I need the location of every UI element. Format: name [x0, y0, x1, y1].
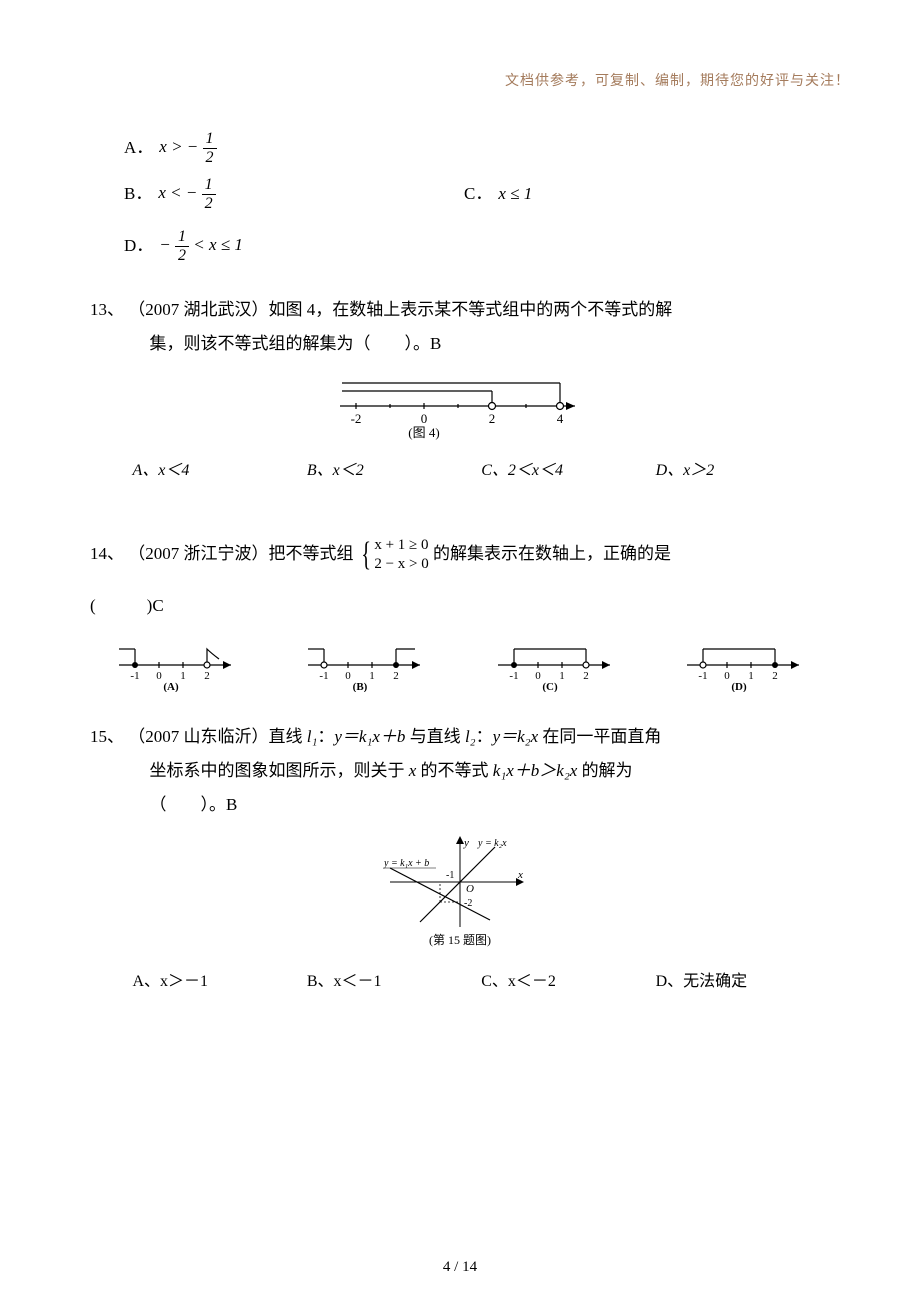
question-number: 15、	[90, 727, 124, 746]
fraction: 1 2	[203, 130, 217, 166]
svg-text:O: O	[466, 883, 474, 895]
question-text-before: （2007 浙江宁波）把不等式组	[128, 543, 353, 562]
svg-text:(D): (D)	[732, 681, 748, 692]
equation-system: x + 1 ≥ 0 2 − x > 0	[374, 536, 428, 574]
svg-text:2: 2	[489, 411, 496, 426]
numberline-panel-b: -1 0 1 2 (B)	[300, 637, 430, 692]
q12-option-c: C． x ≤ 1	[464, 177, 532, 211]
svg-text:(图 4): (图 4)	[408, 425, 439, 440]
svg-text:-2: -2	[351, 411, 362, 426]
q14: 14、 （2007 浙江宁波）把不等式组 { x + 1 ≥ 0 2 − x >…	[90, 521, 830, 692]
svg-text:-1: -1	[130, 670, 139, 682]
svg-text:0: 0	[346, 670, 352, 682]
svg-text:(B): (B)	[353, 681, 368, 692]
svg-text:-1: -1	[699, 670, 708, 682]
svg-text:x: x	[517, 869, 523, 881]
q13-opt-b: B、x＜2	[307, 455, 481, 487]
svg-text:2: 2	[583, 670, 589, 682]
q15-figure: y x O -1 -2 y = k₁x + b y = k₂x (第 15 题图…	[90, 832, 830, 952]
coordinate-diagram: y x O -1 -2 y = k₁x + b y = k₂x (第 15 题图…	[360, 832, 560, 952]
numberline-panel-c: -1 0 1 2 (C)	[490, 637, 620, 692]
q13-options: A、x＜4 B、x＜2 C、2＜x＜4 D、x＞2	[90, 455, 830, 487]
svg-text:(第 15 题图): (第 15 题图)	[429, 933, 491, 947]
fraction: 1 2	[175, 228, 189, 264]
question-text-line2: 坐标系中的图象如图所示，则关于 x 的不等式 k₁x＋b＞k₂x 的解为	[90, 754, 830, 788]
svg-text:y = k₂x: y = k₂x	[477, 838, 507, 849]
option-math: x ≤ 1	[498, 177, 532, 211]
q15: 15、 （2007 山东临沂）直线 l₁：y＝k₁x＋b 与直线 l₂：y＝k₂…	[90, 720, 830, 998]
option-label: B．	[124, 177, 152, 211]
option-label: D．	[124, 229, 153, 263]
q12-options-block: A． x > − 1 2 B． x < − 1 2	[90, 130, 830, 265]
option-math: x > − 1 2	[159, 130, 216, 166]
question-text-line2: ( )C	[90, 589, 830, 623]
q15-opt-b: B、x＜－1	[307, 966, 481, 998]
svg-text:-1: -1	[446, 870, 454, 881]
page-number: 4 / 14	[0, 1259, 920, 1276]
header-note: 文档供参考，可复制、编制，期待您的好评与关注！	[505, 70, 850, 90]
brace-icon: {	[361, 521, 371, 589]
option-label: C．	[464, 177, 492, 211]
option-math: − 1 2 < x ≤ 1	[159, 228, 243, 264]
svg-text:0: 0	[421, 411, 428, 426]
svg-text:1: 1	[180, 670, 186, 682]
q12-row-bc: B． x < − 1 2 C． x ≤ 1	[124, 176, 830, 218]
svg-text:y = k₁x + b: y = k₁x + b	[383, 858, 429, 869]
svg-text:(A): (A)	[163, 681, 179, 692]
q12-option-a: A． x > − 1 2	[124, 130, 830, 166]
numberline-panel-d: -1 0 1 2 (D)	[679, 637, 809, 692]
svg-text:-2: -2	[464, 898, 472, 909]
q13-opt-a: A、x＜4	[133, 455, 307, 487]
q12-option-b: B． x < − 1 2	[124, 176, 464, 212]
question-text-line2: 集，则该不等式组的解集为（ ）。B	[90, 327, 830, 361]
page: 文档供参考，可复制、编制，期待您的好评与关注！ A． x > − 1 2 B．	[0, 0, 920, 1302]
question-text-after: 的解集表示在数轴上，正确的是	[433, 543, 671, 562]
q15-opt-a: A、x＞－1	[133, 966, 307, 998]
question-number: 13、	[90, 300, 124, 319]
svg-text:1: 1	[749, 670, 755, 682]
q15-opt-c: C、x＜－2	[481, 966, 655, 998]
svg-text:0: 0	[156, 670, 162, 682]
q13-figure: -2 0 2 4 (图 4)	[90, 371, 830, 441]
q15-options: A、x＞－1 B、x＜－1 C、x＜－2 D、无法确定	[90, 966, 830, 998]
question-text: （2007 山东临沂）直线 l₁：y＝k₁x＋b 与直线 l₂：y＝k₂x 在同…	[128, 727, 661, 746]
svg-text:-1: -1	[320, 670, 329, 682]
question-text-line3: （ ）。B	[90, 788, 830, 822]
svg-text:2: 2	[204, 670, 210, 682]
question-number: 14、	[90, 543, 124, 562]
svg-text:1: 1	[370, 670, 376, 682]
svg-text:2: 2	[773, 670, 779, 682]
svg-text:4: 4	[557, 411, 564, 426]
svg-text:1: 1	[559, 670, 565, 682]
svg-text:y: y	[463, 837, 469, 849]
content: A． x > − 1 2 B． x < − 1 2	[90, 130, 830, 998]
q13-opt-d: D、x＞2	[656, 455, 830, 487]
q14-panels: -1 0 1 2 (A)	[90, 637, 830, 692]
fraction: 1 2	[202, 176, 216, 212]
q13: 13、 （2007 湖北武汉）如图 4，在数轴上表示某不等式组中的两个不等式的解…	[90, 293, 830, 487]
option-label: A．	[124, 131, 153, 165]
svg-text:-1: -1	[509, 670, 518, 682]
svg-text:0: 0	[535, 670, 541, 682]
svg-text:0: 0	[725, 670, 731, 682]
svg-text:2: 2	[394, 670, 400, 682]
option-math: x < − 1 2	[158, 176, 215, 212]
question-text: （2007 湖北武汉）如图 4，在数轴上表示某不等式组中的两个不等式的解	[128, 300, 672, 319]
q12-option-d: D． − 1 2 < x ≤ 1	[124, 228, 830, 264]
q15-opt-d: D、无法确定	[656, 966, 830, 998]
q13-opt-c: C、2＜x＜4	[481, 455, 655, 487]
number-line-diagram: -2 0 2 4 (图 4)	[320, 371, 600, 441]
svg-text:(C): (C)	[542, 681, 558, 692]
numberline-panel-a: -1 0 1 2 (A)	[111, 637, 241, 692]
